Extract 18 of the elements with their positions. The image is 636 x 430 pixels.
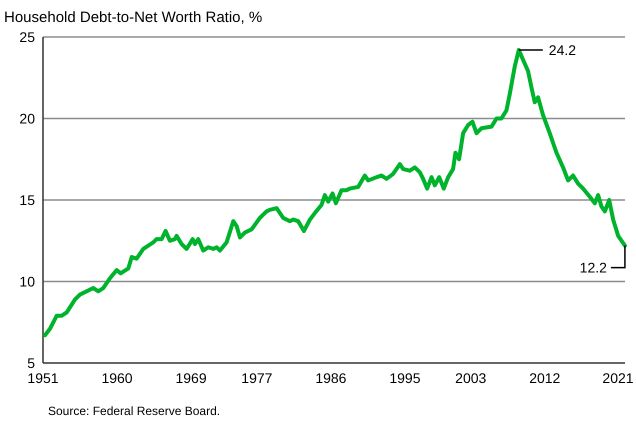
x-tick-label: 1951 (27, 370, 59, 386)
chart-title: Household Debt-to-Net Worth Ratio, % (4, 9, 262, 26)
x-tick-label: 1977 (241, 370, 273, 386)
x-tick-label: 2021 (602, 370, 634, 386)
x-tick-label: 2003 (455, 370, 487, 386)
x-tick-label: 2012 (529, 370, 561, 386)
source-note: Source: Federal Reserve Board. (48, 404, 220, 418)
annotation: 24.2 (548, 42, 576, 58)
annotation: 12.2 (580, 260, 608, 276)
y-tick-label: 10 (19, 273, 36, 290)
x-tick-label: 1969 (175, 370, 207, 386)
y-tick-label: 25 (19, 28, 36, 45)
y-tick-label: 20 (19, 110, 36, 126)
x-tick-label: 1960 (101, 370, 133, 386)
y-tick-label: 15 (19, 192, 36, 208)
x-tick-label: 1995 (389, 370, 421, 386)
x-tick-label: 1986 (315, 370, 347, 386)
y-tick-label: 5 (27, 354, 36, 371)
